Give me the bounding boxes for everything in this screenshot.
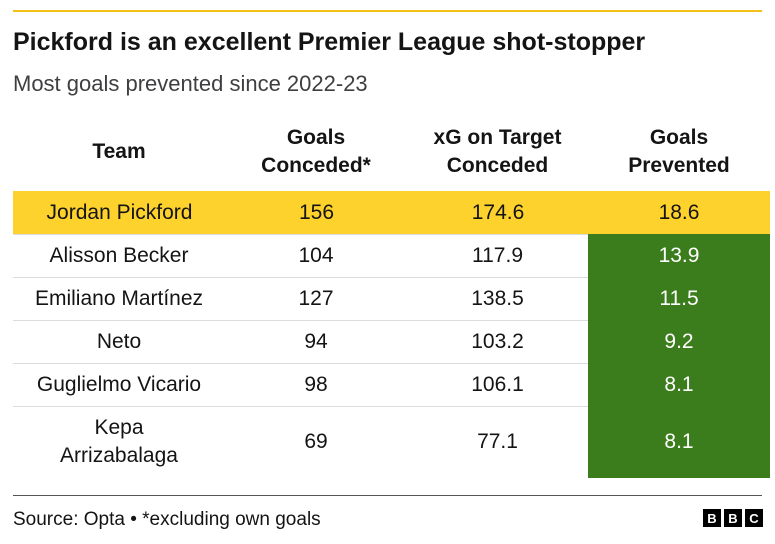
header-text: Goals [286,126,346,149]
team-cell: Alisson Becker [13,234,225,277]
value-cell: 13.9 [588,234,770,277]
value-cell: 127 [225,277,407,320]
header-text: Team [92,140,146,163]
header-text: xG on Target [433,126,562,149]
column-header: xG on Target Conceded [407,114,588,190]
cell-value: 127 [298,286,334,310]
team-cell: Jordan Pickford [13,191,226,234]
row-divider [13,363,762,364]
cell-value: 106.1 [471,372,524,396]
row-divider [13,277,762,278]
header-text: Prevented [628,154,730,177]
title: Pickford is an excellent Premier League … [13,28,646,56]
cell-value: 98 [304,372,328,396]
bbc-logo-letter: B [724,509,742,527]
value-cell: 174.6 [407,191,589,234]
team-cell: Neto [13,320,225,363]
team-name: Jordan Pickford [46,200,193,224]
cell-value: 8.1 [664,372,694,396]
team-name: Neto [96,329,142,353]
value-cell: 9.2 [588,320,770,363]
cell-value: 104 [298,243,334,267]
row-divider [13,406,762,407]
cell-value: 11.5 [659,286,699,310]
team-name: Kepa Arrizabalaga [60,416,178,467]
value-cell: 8.1 [588,406,770,478]
value-cell: 156 [225,191,408,234]
header-text: Goals [649,126,709,149]
cell-value: 103.2 [471,329,524,353]
value-cell: 77.1 [407,406,588,478]
team-cell: Emiliano Martínez [13,277,225,320]
column-header: Team [13,114,225,190]
bottom-rule [13,495,762,496]
team-cell: Guglielmo Vicario [13,363,225,406]
top-rule [13,10,762,12]
value-cell: 94 [225,320,407,363]
bbc-logo-letter: B [703,509,721,527]
value-cell: 98 [225,363,407,406]
value-cell: 18.6 [588,191,770,234]
cell-value: 77.1 [477,430,518,453]
header-text: Conceded [446,154,549,177]
team-cell: Kepa Arrizabalaga [13,406,225,478]
value-cell: 69 [225,406,407,478]
cell-value: 13.9 [658,243,700,267]
cell-value: 8.1 [664,430,694,453]
cell-value: 156 [298,200,335,224]
bbc-logo-letter: C [745,509,763,527]
value-cell: 104 [225,234,407,277]
header-text: Conceded* [261,154,371,177]
team-name: Guglielmo Vicario [36,372,202,396]
team-name: Alisson Becker [49,243,189,267]
value-cell: 103.2 [407,320,588,363]
cell-value: 174.6 [471,200,525,224]
team-name: Emiliano Martínez [34,286,204,310]
cell-value: 18.6 [658,200,700,224]
value-cell: 11.5 [588,277,770,320]
value-cell: 106.1 [407,363,588,406]
cell-value: 94 [304,329,328,353]
column-header: Goals Conceded* [225,114,407,190]
cell-value: 69 [304,430,328,453]
row-divider [13,320,762,321]
cell-value: 138.5 [471,286,524,310]
cell-value: 117.9 [472,243,523,267]
subtitle: Most goals prevented since 2022-23 [13,71,368,96]
value-cell: 8.1 [588,363,770,406]
column-header: Goals Prevented [588,114,770,190]
value-cell: 117.9 [407,234,588,277]
cell-value: 9.2 [664,329,694,353]
source: Source: Opta • *excluding own goals [13,509,321,530]
row-divider [13,234,762,235]
value-cell: 138.5 [407,277,588,320]
